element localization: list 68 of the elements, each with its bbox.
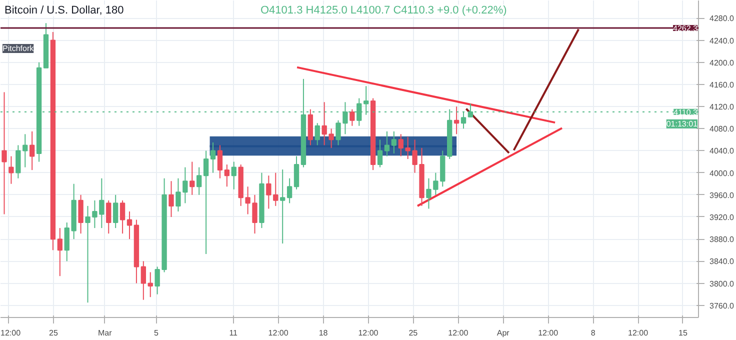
candlestick	[106, 200, 112, 234]
x-tick-label: 5	[154, 328, 160, 338]
x-tick-label: 25	[49, 328, 58, 338]
y-tick-label: 4120.0	[710, 102, 735, 112]
candlestick	[85, 205, 90, 304]
candlestick	[314, 122, 320, 146]
candlestick	[120, 200, 126, 234]
candlestick	[203, 150, 209, 254]
x-tick-label: 12:00	[268, 328, 289, 338]
chart-subtitle: O4101.3 H4125.0 L4100.7 C4110.3 +9.0 (+0.22%)	[260, 4, 507, 16]
y-tick-label: 3760.0	[710, 301, 735, 310]
candlestick	[350, 108, 355, 126]
candlestick	[148, 272, 153, 298]
candlestick	[154, 266, 160, 295]
x-tick-label: 15	[678, 328, 688, 338]
y-tick-label: 3880.0	[710, 235, 735, 244]
candlestick	[78, 194, 84, 234]
ref-line-label: 4110.3	[674, 108, 698, 117]
candlestick	[217, 144, 223, 179]
candlestick	[454, 106, 460, 135]
ref-line-label: 4262.3	[673, 24, 698, 33]
candlestick	[196, 166, 202, 196]
x-tick-label: 12:00	[0, 328, 22, 338]
candlestick	[336, 120, 341, 146]
candlestick	[280, 168, 286, 244]
y-tick-label: 3920.0	[710, 212, 735, 222]
candlestick	[224, 164, 230, 188]
candlestick	[286, 178, 292, 204]
candlestick	[398, 134, 404, 157]
candlestick	[190, 161, 195, 196]
candlestick	[210, 142, 216, 174]
x-tick-label: 11	[229, 328, 238, 338]
x-tick-label: 12:00	[538, 328, 559, 338]
candlestick	[231, 161, 236, 190]
x-tick-label: 25	[408, 328, 418, 338]
y-tick-label: 4160.0	[710, 80, 735, 90]
y-tick-label: 4200.0	[710, 58, 735, 68]
y-tick-label: 4240.0	[710, 36, 735, 46]
candlestick	[391, 130, 397, 154]
y-tick-label: 4000.0	[710, 168, 735, 178]
candlestick	[168, 180, 174, 218]
annotation: Pitchfork	[2, 44, 35, 53]
candlestick	[294, 156, 300, 190]
x-tick-label: 12:00	[628, 328, 649, 338]
candlestick	[426, 178, 432, 210]
candlestick	[377, 139, 383, 168]
x-tick-label: 18	[318, 328, 328, 338]
candlestick	[8, 156, 14, 184]
y-tick-label: 3960.0	[710, 190, 735, 200]
candlestick	[29, 130, 35, 171]
candlestick	[384, 130, 390, 157]
candlestick	[126, 210, 132, 240]
x-tick-label: Mar	[98, 328, 112, 338]
annotation: 01:13:01	[666, 119, 698, 128]
y-tick-label: 3800.0	[710, 279, 735, 288]
x-tick-label: 12:00	[448, 328, 469, 338]
candlestick	[112, 194, 118, 229]
y-tick-label: 3840.0	[710, 257, 735, 266]
candlestick	[140, 260, 146, 300]
x-tick-label: Apr	[496, 328, 510, 338]
y-tick-label: 4040.0	[710, 146, 735, 156]
y-tick-label: 4080.0	[710, 124, 735, 134]
chart-title: Bitcoin / U.S. Dollar, 180	[4, 4, 124, 16]
y-tick-label: 4280.0	[710, 14, 735, 24]
candlestick	[57, 228, 63, 277]
candlestick	[2, 92, 7, 215]
x-tick-label: 8	[590, 328, 596, 338]
x-tick-label: 12:00	[358, 328, 379, 338]
